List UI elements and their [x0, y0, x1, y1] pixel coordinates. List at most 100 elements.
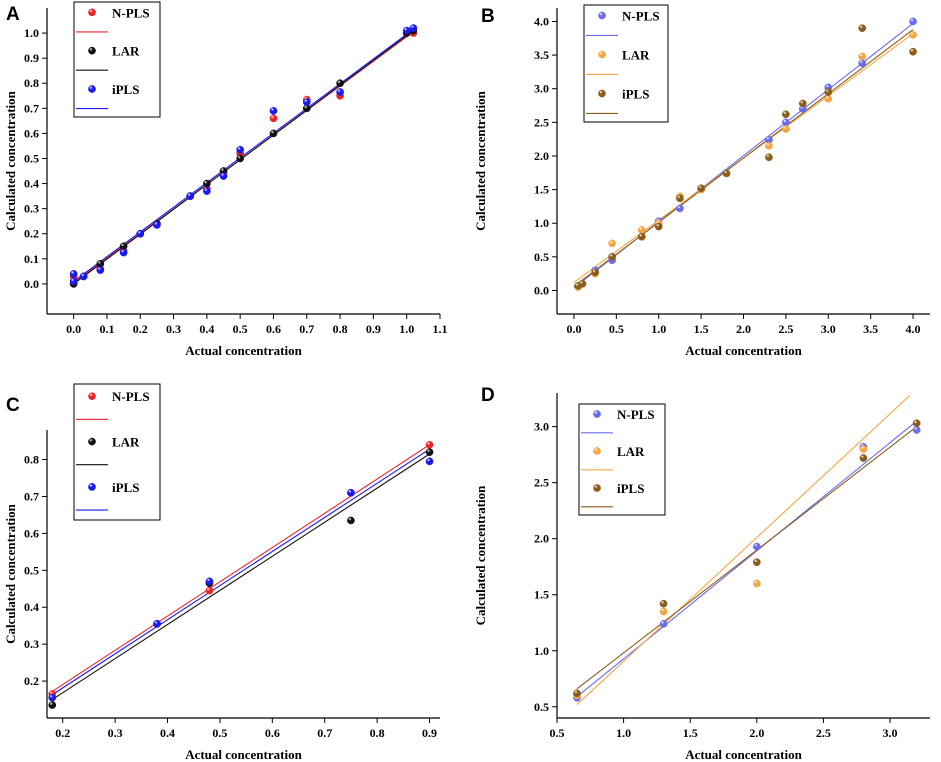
point-ipls — [765, 153, 773, 162]
x-tick-label: 2.5 — [816, 726, 831, 740]
x-axis-title: Actual concentration — [685, 747, 802, 762]
point-ipls — [269, 106, 278, 115]
x-axis-title: Actual concentration — [185, 343, 302, 358]
legend-marker — [598, 89, 606, 98]
point-lar — [752, 579, 761, 588]
x-tick-label: 0.9 — [366, 322, 381, 336]
x-tick-label: 0.5 — [212, 726, 227, 740]
y-tick-label: 0.2 — [24, 227, 39, 241]
y-tick-label: 0.2 — [24, 674, 39, 688]
legend-label: LAR — [112, 44, 140, 59]
y-tick-label: 0.0 — [534, 283, 549, 297]
y-tick-label: 3.5 — [534, 48, 549, 62]
point-ipls — [858, 24, 867, 33]
point-lar — [269, 129, 278, 138]
x-tick-label: 0.5 — [609, 322, 624, 336]
y-tick-label: 1.0 — [534, 216, 549, 230]
legend-box — [583, 4, 669, 123]
point-ipls — [119, 248, 128, 257]
x-tick-label: 0.4 — [160, 726, 175, 740]
point-ipls — [302, 98, 311, 106]
legend: N-PLS LAR iPLS — [73, 1, 161, 118]
y-tick-label: 0.7 — [24, 489, 39, 503]
legend-marker — [593, 410, 601, 418]
x-tick-label: 0.0 — [566, 322, 581, 336]
point-ipls — [824, 88, 833, 96]
y-tick-label: 0.5 — [534, 700, 549, 714]
point-ipls — [409, 24, 418, 32]
legend-label: iPLS — [112, 82, 139, 97]
point-n-pls — [205, 586, 214, 595]
point-ipls — [637, 232, 646, 241]
point-n-pls — [659, 620, 668, 628]
point-n-pls — [752, 542, 761, 551]
point-n-pls — [858, 59, 867, 67]
x-tick-label: 0.3 — [108, 726, 123, 740]
x-tick-label: 0.2 — [55, 726, 70, 740]
chart-panel-c: C 0.2 0.3 0.4 0.5 0.6 0.7 0.8 0.9 0.2 0.3 0.4 0.5 0.6… — [3, 383, 440, 762]
x-tick-label: 0.5 — [550, 726, 565, 740]
x-tick-label: 0.7 — [299, 322, 314, 336]
point-ipls — [425, 457, 434, 466]
y-tick-label: 2.5 — [534, 115, 549, 129]
y-axis-title: Calculated concentration — [473, 90, 488, 231]
x-tick-label: 1.1 — [433, 322, 448, 336]
point-lar — [203, 179, 211, 188]
point-lar — [48, 701, 57, 709]
legend-label: N-PLS — [617, 407, 655, 422]
y-tick-label: 0.9 — [24, 51, 39, 65]
point-n-pls — [782, 118, 790, 127]
point-ipls — [659, 599, 668, 608]
fit-line-ipls — [51, 448, 430, 696]
y-axis-title: Calculated concentration — [473, 485, 488, 626]
y-tick-label: 1.0 — [24, 26, 39, 40]
y-tick-label: 1.0 — [534, 644, 549, 658]
point-ipls — [654, 222, 663, 231]
fit-line-ipls — [576, 426, 918, 690]
legend-box — [73, 383, 161, 521]
point-ipls — [186, 192, 195, 200]
x-tick-label: 1.5 — [683, 726, 698, 740]
y-tick-label: 1.5 — [534, 588, 549, 602]
y-tick-label: 3.0 — [534, 82, 549, 96]
y-tick-label: 0.6 — [24, 526, 39, 540]
point-ipls — [205, 577, 214, 586]
point-ipls — [722, 169, 731, 178]
point-ipls — [48, 693, 57, 702]
x-tick-label: 0.6 — [265, 726, 280, 740]
point-n-pls — [676, 204, 684, 213]
point-lar — [909, 31, 917, 39]
legend-marker — [593, 484, 601, 492]
x-axis-title: Actual concentration — [685, 343, 802, 358]
x-tick-label: 0.5 — [233, 322, 248, 336]
point-ipls — [676, 194, 684, 203]
y-axis-title: Calculated concentration — [3, 503, 18, 644]
fit-line-ipls — [573, 29, 914, 287]
legend-marker — [88, 483, 96, 491]
chart-panel-d: D 0.5 1.0 1.5 2.0 2.5 3.0 0.5 1.0 1.5 2.0 2.5 3.0 Act… — [473, 385, 930, 762]
y-tick-label: 2.5 — [534, 476, 549, 490]
y-tick-label: 0.3 — [24, 637, 39, 651]
point-lar — [637, 226, 646, 234]
y-tick-label: 0.8 — [24, 453, 39, 467]
point-ipls — [236, 145, 245, 154]
y-tick-label: 0.4 — [24, 177, 39, 191]
y-tick-label: 0.8 — [24, 76, 39, 90]
x-tick-label: 3.0 — [883, 726, 898, 740]
y-axis-title: Calculated concentration — [3, 90, 18, 231]
y-tick-label: 0.1 — [24, 252, 39, 266]
legend-label: LAR — [617, 444, 645, 459]
point-ipls — [347, 488, 355, 497]
x-tick-label: 4.0 — [906, 322, 921, 336]
point-ipls — [608, 252, 616, 261]
legend-box — [578, 403, 666, 516]
x-tick-label: 0.6 — [266, 322, 281, 336]
point-lar — [782, 125, 790, 133]
legend-label: iPLS — [617, 481, 644, 496]
x-tick-label: 0.2 — [133, 322, 148, 336]
point-lar — [336, 79, 344, 88]
chart-panel-a: A 0.0 0.1 0.2 0.3 0.4 0.5 0.6 0.7 0.8 0.9 1.0 1.1 0.0… — [3, 1, 448, 358]
x-tick-label: 0.4 — [199, 322, 214, 336]
x-tick-label: 0.1 — [99, 322, 114, 336]
